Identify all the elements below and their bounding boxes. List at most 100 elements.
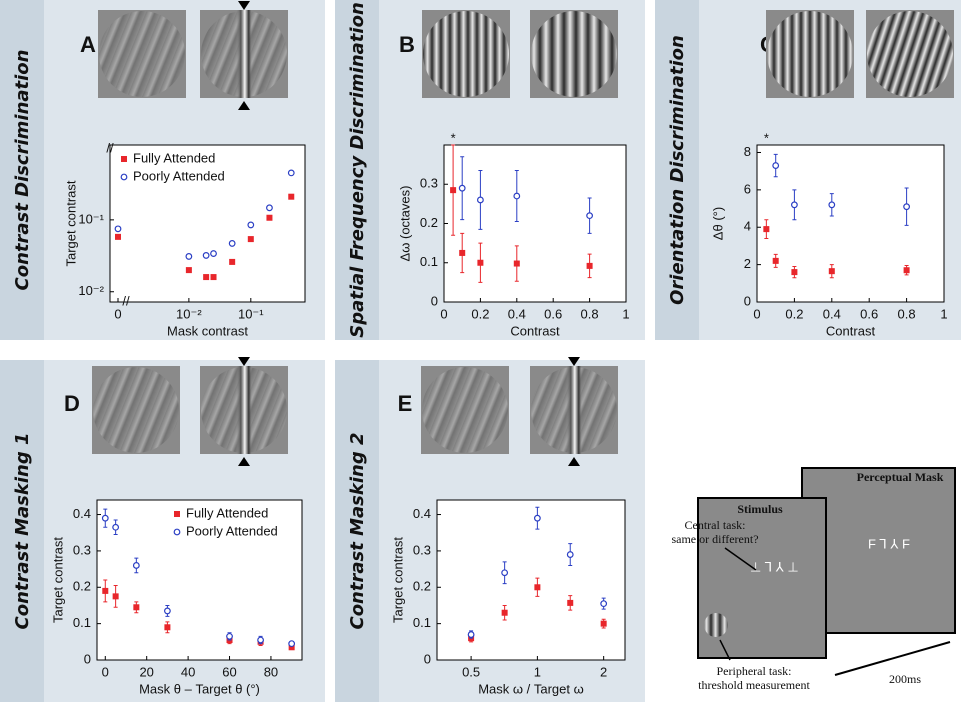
legend-label: Fully Attended — [186, 505, 268, 520]
x-tick-label: 0 — [440, 306, 447, 321]
data-point — [450, 187, 457, 194]
y-tick-label: 6 — [744, 181, 751, 196]
central-task-2: same or different? — [671, 532, 758, 546]
panel-title: Contrast Masking 1 — [12, 432, 33, 629]
y-tick-label: 0.2 — [73, 579, 91, 594]
data-point — [903, 267, 910, 274]
data-point — [133, 604, 140, 611]
data-point — [266, 204, 273, 212]
panel-letter: D — [64, 391, 80, 416]
x-tick-label: 10⁻¹ — [238, 306, 264, 321]
panel-strip — [655, 0, 699, 340]
y-tick-label: 0.1 — [73, 615, 91, 630]
legend-marker — [120, 173, 128, 181]
panel-strip — [335, 360, 379, 702]
y-tick-label: 4 — [744, 219, 751, 234]
plot-area — [436, 499, 626, 661]
y-tick-label: 2 — [744, 256, 751, 271]
mask-frame — [801, 467, 956, 634]
panel-strip — [0, 0, 44, 340]
y-tick-label: 0.3 — [73, 542, 91, 557]
stimulus-grating — [423, 11, 509, 97]
y-tick-label: 0.2 — [420, 215, 438, 230]
data-point — [288, 644, 295, 651]
data-point — [102, 587, 109, 594]
marker-arrow — [238, 357, 250, 366]
data-point — [772, 162, 780, 169]
x-axis-label: Mask θ – Target θ (°) — [139, 681, 260, 696]
stimulus-grating — [93, 367, 179, 453]
annotation: * — [764, 130, 769, 145]
arrow — [719, 639, 731, 661]
data-point — [600, 620, 607, 627]
data-point — [763, 226, 770, 233]
marker-arrow — [238, 101, 250, 110]
panel-title: Contrast Discrimination — [12, 50, 33, 291]
data-point — [112, 593, 119, 600]
marker-arrow — [238, 457, 250, 466]
y-tick-label: 0 — [424, 651, 431, 666]
central-task-1: Central task: — [685, 518, 746, 532]
stimulus-label: Stimulus — [737, 502, 783, 516]
x-tick-label: 60 — [222, 664, 236, 679]
y-tick-label: 10⁻¹ — [78, 211, 104, 226]
panel-title: Orientation Discrimination — [667, 35, 688, 305]
y-tick-label: 8 — [744, 144, 751, 159]
stimulus-grating — [99, 11, 185, 97]
y-tick-label: 0.4 — [73, 506, 91, 521]
peripheral-grating — [704, 613, 728, 637]
data-point — [467, 631, 475, 638]
stimulus-grating — [531, 11, 617, 97]
axis-break: // — [122, 293, 130, 308]
mask-line — [566, 366, 582, 454]
data-point — [791, 269, 798, 276]
data-point — [288, 193, 295, 200]
data-point — [203, 274, 210, 281]
legend-label: Poorly Attended — [186, 523, 278, 538]
panel-strip — [0, 360, 44, 702]
x-axis-label: Contrast — [826, 323, 876, 338]
data-point — [567, 599, 574, 606]
plot-area — [443, 144, 627, 303]
data-point — [114, 225, 122, 233]
x-axis-label: Mask ω / Target ω — [478, 681, 584, 696]
stimulus-glyphs: ⊥ ⅂ ⅄ ⊥ — [750, 559, 799, 574]
data-point — [228, 240, 236, 247]
y-axis-label: Δω (octaves) — [397, 186, 412, 262]
legend-marker — [173, 528, 181, 536]
panel-letter: B — [399, 32, 415, 57]
x-tick-label: 1 — [940, 306, 947, 321]
arrow — [724, 547, 757, 571]
data-point — [185, 253, 193, 260]
x-tick-label: 0 — [114, 306, 121, 321]
stimulus-grating — [767, 11, 853, 97]
data-point — [533, 514, 541, 522]
data-point — [164, 624, 171, 631]
panel-title: Contrast Masking 2 — [347, 432, 368, 629]
panel-letter: E — [398, 391, 413, 416]
data-point — [600, 600, 608, 608]
legend-marker — [174, 511, 180, 517]
annotation: * — [451, 130, 456, 145]
data-point — [210, 274, 217, 281]
data-point — [513, 260, 520, 267]
y-tick-label: 0.1 — [413, 615, 431, 630]
y-tick-label: 0 — [431, 293, 438, 308]
panel-title: Spatial Frequency Discrimination — [347, 2, 368, 338]
mask-line — [236, 366, 252, 454]
axis-break: // — [106, 140, 114, 155]
data-point — [566, 551, 574, 558]
x-tick-label: 0.8 — [581, 306, 599, 321]
duration-label: 200ms — [889, 672, 921, 686]
data-point — [226, 632, 233, 640]
data-point — [266, 214, 273, 221]
data-point — [477, 259, 484, 266]
data-point — [101, 514, 109, 522]
x-tick-label: 0.2 — [471, 306, 489, 321]
data-point — [586, 212, 593, 220]
data-point — [115, 233, 121, 240]
data-point — [287, 169, 295, 177]
data-point — [185, 267, 192, 274]
x-tick-label: 20 — [139, 664, 153, 679]
mask-label: Perceptual Mask — [857, 470, 944, 484]
